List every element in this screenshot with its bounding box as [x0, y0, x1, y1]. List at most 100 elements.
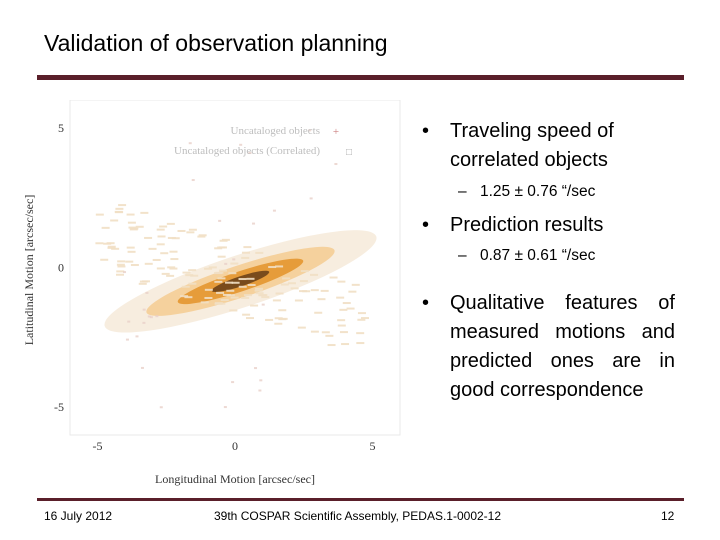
scatter-point	[337, 319, 346, 322]
scatter-point	[221, 238, 230, 241]
scatter-point	[228, 272, 237, 275]
scatter-point	[300, 270, 309, 273]
scatter-point	[180, 295, 189, 298]
scatter-point	[231, 281, 240, 284]
y-tick-label: 0	[58, 261, 64, 275]
scatter-point	[125, 260, 134, 263]
scatter-point	[184, 296, 193, 299]
scatter-point	[339, 331, 348, 334]
sub-bullet-speed-text: 1.25 ± 0.76 “/sec	[480, 183, 596, 200]
scatter-point	[238, 278, 247, 281]
outlier-point	[140, 366, 144, 369]
x-tick-label: 5	[370, 439, 376, 453]
scatter-point	[204, 288, 213, 291]
scatter-point	[118, 204, 127, 207]
scatter-point	[242, 313, 251, 316]
footer-event: 39th COSPAR Scientific Assembly, PEDAS.1…	[214, 509, 502, 523]
outlier-point	[224, 262, 228, 265]
scatter-point	[103, 242, 112, 245]
scatter-point	[181, 285, 190, 288]
scatter-point	[217, 246, 226, 249]
scatter-point	[329, 276, 338, 279]
scatter-point	[297, 326, 306, 329]
scatter-point	[114, 210, 123, 213]
scatter-point	[280, 283, 289, 286]
chart-svg: -5 0 5 5 0 -5 Uncataloged objects + Uncatalog…	[22, 99, 401, 486]
scatter-point	[186, 231, 195, 234]
outlier-point	[149, 316, 153, 319]
outlier-point	[191, 179, 195, 182]
scatter-point	[107, 245, 116, 248]
scatter-point	[229, 309, 238, 312]
scatter-point	[357, 312, 366, 315]
scatter-point	[216, 291, 225, 294]
scatter-point	[342, 302, 351, 305]
scatter-point	[320, 289, 329, 292]
title-divider	[37, 75, 684, 80]
scatter-point	[356, 332, 365, 335]
scatter-point	[314, 311, 323, 314]
outlier-point	[254, 367, 258, 370]
scatter-point	[299, 290, 308, 293]
scatter-point	[138, 282, 147, 285]
scatter-point	[217, 277, 226, 280]
scatter-points	[95, 129, 370, 409]
scatter-point	[261, 296, 270, 299]
outlier-point	[142, 308, 146, 311]
scatter-point	[166, 222, 175, 225]
scatter-point	[243, 294, 252, 297]
scatter-point	[129, 228, 138, 231]
bullet-prediction-text: Prediction results	[450, 214, 604, 236]
scatter-point	[170, 258, 179, 261]
outlier-point	[231, 381, 235, 384]
scatter-point	[255, 251, 264, 254]
scatter-point	[282, 277, 291, 280]
sub-bullet-prediction-text: 0.87 ± 0.61 “/sec	[480, 247, 596, 264]
legend-marker-correlated: □	[346, 147, 352, 158]
outlier-point	[258, 389, 262, 392]
outlier-point	[145, 291, 149, 294]
density-contour	[211, 270, 270, 292]
outlier-point	[188, 142, 192, 145]
scatter-point	[275, 292, 284, 295]
scatter-point	[337, 280, 346, 283]
scatter-point	[346, 307, 355, 310]
scatter-point	[95, 242, 104, 245]
bullet-marker: •	[422, 120, 430, 142]
scatter-point	[224, 281, 233, 284]
scatter-point	[317, 298, 326, 301]
scatter-point	[339, 308, 348, 311]
scatter-point	[197, 235, 206, 238]
bullet-marker: •	[422, 214, 430, 236]
scatter-point	[294, 299, 303, 302]
scatter-point	[226, 289, 235, 292]
scatter-point	[116, 263, 125, 266]
slide-title: Validation of observation planning	[44, 30, 388, 56]
scatter-point	[241, 256, 250, 259]
outlier-point	[334, 163, 338, 166]
scatter-point	[130, 264, 139, 267]
scatter-point	[127, 221, 136, 224]
scatter-point	[287, 282, 296, 285]
outlier-point	[239, 143, 243, 146]
scatter-point	[310, 273, 319, 276]
scatter-point	[274, 317, 283, 320]
scatter-point	[139, 280, 148, 283]
scatter-point	[246, 277, 255, 280]
scatter-point	[115, 273, 124, 276]
scatter-point	[241, 251, 250, 254]
scatter-point	[101, 226, 110, 229]
outlier-point	[123, 271, 127, 274]
outlier-point	[127, 320, 131, 323]
scatter-point	[167, 236, 176, 239]
scatter-point	[217, 255, 226, 258]
scatter-point	[214, 280, 223, 283]
scatter-point	[115, 207, 124, 210]
scatter-point	[255, 287, 264, 290]
scatter-point	[325, 334, 334, 337]
y-axis-label: Latitudinal Motion [arcsec/sec]	[22, 195, 36, 346]
scatter-point	[188, 282, 197, 285]
scatter-point	[169, 267, 178, 270]
scatter-point	[182, 271, 191, 274]
axis-ticks: -5 0 5 5 0 -5	[54, 121, 376, 453]
